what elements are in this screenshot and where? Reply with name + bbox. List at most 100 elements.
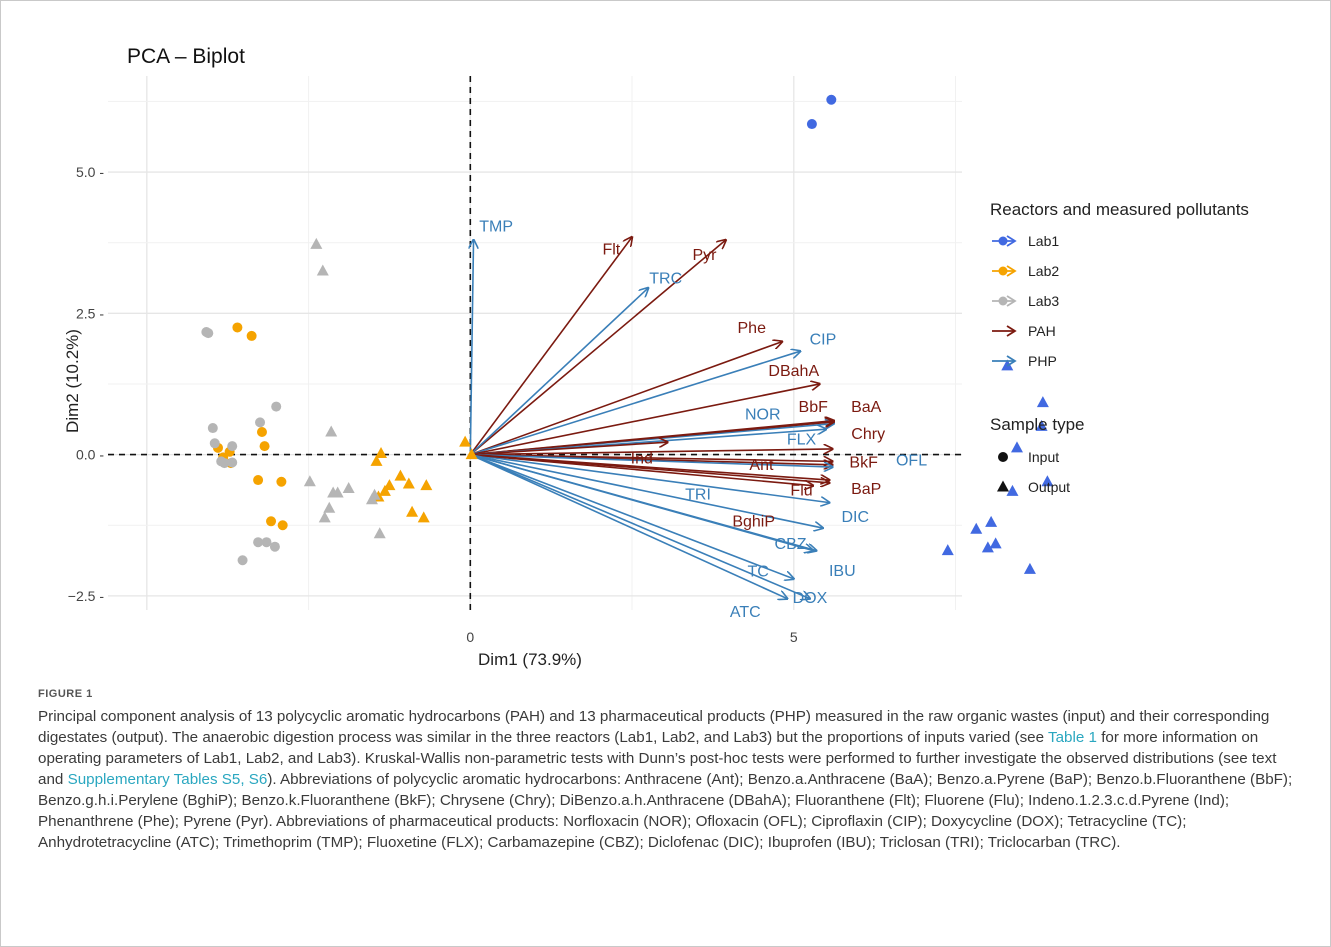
sample-point-lab3-input <box>207 423 218 434</box>
sample-point-lab3-input <box>269 541 280 552</box>
loading-arrow-tri <box>470 453 829 503</box>
loading-label-bghip: BghiP <box>732 514 775 531</box>
sample-point-lab1-output <box>1023 562 1036 574</box>
sample-point-lab3-output <box>327 486 340 498</box>
caption-text-3: ). Abbreviations of polycyclic aromatic … <box>38 771 1293 851</box>
supplementary-tables-link[interactable]: Supplementary Tables S5, S6 <box>67 771 268 788</box>
loading-arrow-ofl <box>470 453 832 467</box>
loading-arrow-phe <box>470 342 782 456</box>
loading-label-flu: Flu <box>790 483 812 500</box>
loading-arrow-baa <box>470 421 834 456</box>
sample-point-lab3-output <box>310 237 323 249</box>
sample-point-lab3-input <box>271 401 282 412</box>
figure-label: FIGURE 1 <box>38 688 93 700</box>
sample-point-lab3-output <box>303 475 316 487</box>
sample-point-lab2-input <box>253 475 264 486</box>
loading-label-bkf: BkF <box>849 454 878 471</box>
loading-label-trc: TRC <box>649 271 682 288</box>
sample-point-lab3-output <box>325 425 338 437</box>
loading-label-cip: CIP <box>810 332 837 349</box>
caption-text-1: Principal component analysis of 13 polyc… <box>38 708 1270 746</box>
loading-label-atc: ATC <box>730 604 761 621</box>
loading-arrow-bghip <box>470 453 813 486</box>
sample-point-lab3-output <box>316 264 329 276</box>
sample-point-lab3-input <box>255 417 266 428</box>
sample-point-lab3-input <box>209 438 220 449</box>
legend-key-point <box>998 236 1008 246</box>
sample-point-lab1-input <box>826 94 837 105</box>
loading-label-cbz: CBZ <box>775 536 807 553</box>
loading-label-tmp: TMP <box>479 219 513 236</box>
loading-label-bbf: BbF <box>799 399 829 416</box>
loading-label-flx: FLX <box>787 432 817 449</box>
sample-point-lab1-output <box>981 541 994 553</box>
loading-arrow-ind <box>470 442 667 456</box>
sample-point-lab1-input <box>806 119 817 130</box>
sample-point-lab3-input <box>201 326 212 337</box>
sample-point-lab1-output <box>989 537 1002 549</box>
loading-arrow-dbaha <box>470 384 819 456</box>
figure-caption: FIGURE 1 Principal component analysis of… <box>38 688 1293 853</box>
legend-label-output: Output <box>1028 479 1070 495</box>
y-tick-label: −2.5 - <box>68 588 105 604</box>
legend-key-point <box>998 266 1008 276</box>
legend-shape-output <box>997 480 1009 492</box>
caption-text-2: for more information on operating parame… <box>38 729 1277 788</box>
sample-point-lab2-output <box>370 454 383 466</box>
sample-point-lab3-input <box>219 458 230 469</box>
sample-point-lab3-input <box>227 457 238 468</box>
loading-label-pyr: Pyr <box>693 247 718 264</box>
sample-point-lab2-output <box>402 477 415 489</box>
loading-label-baa: BaA <box>851 399 882 416</box>
loading-label-dbaha: DBahA <box>768 363 819 380</box>
reference-lines <box>108 76 962 610</box>
x-tick-label: 0 <box>466 629 474 645</box>
chart-title: PCA – Biplot <box>127 45 245 68</box>
loading-arrow-chry <box>470 449 832 456</box>
loading-arrow-dic <box>470 453 823 528</box>
caption-text: Principal component analysis of 13 polyc… <box>38 706 1293 853</box>
loading-label-flt: Flt <box>602 241 620 258</box>
loading-label-tc: TC <box>748 563 769 580</box>
sample-point-lab2-input <box>232 322 243 333</box>
loading-arrow-tc <box>470 453 793 579</box>
loading-arrow-bkf <box>470 453 832 462</box>
table-1-link[interactable]: Table 1 <box>1048 729 1097 746</box>
sample-point-lab3-input <box>237 555 248 566</box>
sample-point-lab1-output <box>941 544 954 556</box>
y-tick-label: 2.5 - <box>76 305 104 321</box>
sample-point-lab2-output <box>417 511 430 523</box>
legend-label-input: Input <box>1028 449 1059 465</box>
y-tick-label: 5.0 - <box>76 164 104 180</box>
loading-arrow-dox <box>469 453 810 599</box>
legend-key-lab2 <box>992 265 1017 277</box>
legend-key-arrowhead <box>1006 355 1017 367</box>
sample-point-lab2-input <box>277 520 288 531</box>
loading-arrow-trc <box>469 288 648 456</box>
loading-arrow-flt <box>469 237 632 456</box>
sample-point-lab2-input <box>259 441 270 452</box>
loading-labels: TMP Flt Pyr TRC Phe CIP DBahA NOR BbF BaA FLX Chry I… <box>479 219 927 621</box>
sample-point-lab3-output <box>342 482 355 494</box>
legend-key-pah <box>992 325 1017 337</box>
legend-key-lab1 <box>992 235 1017 247</box>
legend-key-point <box>998 296 1008 306</box>
sample-point-lab3-output <box>318 511 331 523</box>
sample-point-lab1-output <box>1035 419 1048 431</box>
sample-point-lab3-output <box>365 493 378 505</box>
sample-points <box>201 94 1054 574</box>
legend-key-arrowhead <box>1006 325 1017 337</box>
sample-point-lab3-output <box>373 527 386 539</box>
loading-label-dic: DIC <box>841 509 869 526</box>
x-axis-label: Dim1 (73.9%) <box>478 650 582 669</box>
legend-key-arrowhead <box>1006 235 1017 247</box>
loading-label-phe: Phe <box>738 320 767 337</box>
sample-point-lab2-input <box>276 476 287 487</box>
sample-point-lab2-output <box>378 484 391 496</box>
x-tick-label: 5 <box>790 629 798 645</box>
legend-label-php: PHP <box>1028 353 1057 369</box>
sample-point-lab2-output <box>465 448 478 460</box>
loading-label-tri: TRI <box>685 487 711 504</box>
